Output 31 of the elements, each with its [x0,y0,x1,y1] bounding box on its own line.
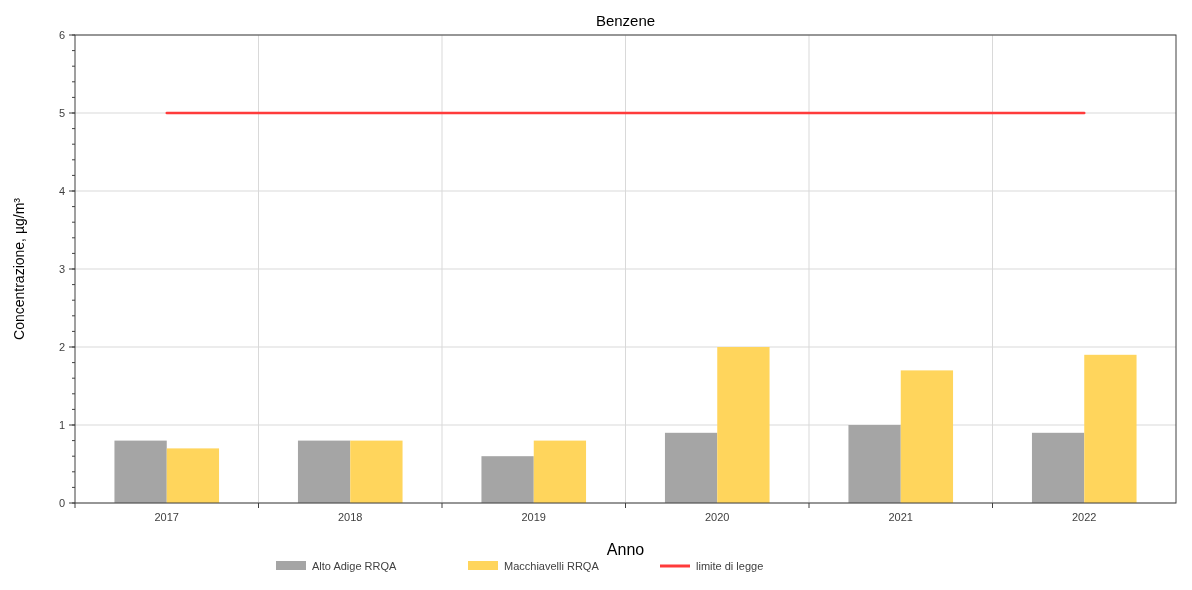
bar [1084,354,1137,503]
x-tick-label: 2017 [154,511,179,523]
y-tick-label: 2 [58,340,65,353]
bar [533,440,587,503]
x-tick-label: 2018 [338,511,363,523]
legend-label: Macchiavelli RRQA [504,560,600,572]
bar [297,440,351,503]
x-tick-label: 2021 [888,511,913,523]
legend-label: Alto Adige RRQA [312,560,398,572]
bar [114,440,167,503]
bar [848,425,901,503]
x-tick-label: 2020 [705,511,730,523]
legend-label: limite di legge [696,560,764,572]
y-tick-label: 0 [58,496,65,509]
x-axis-title: Anno [606,541,645,558]
y-tick-label: 5 [58,106,65,119]
bar [1031,432,1085,503]
x-tick-label: 2022 [1072,511,1097,523]
y-tick-label: 4 [58,184,65,197]
chart-title: Benzene [595,12,656,29]
y-tick-label: 3 [58,262,65,275]
y-tick-label: 1 [58,418,65,431]
bar [481,456,534,503]
y-axis-title: Concentrazione, µg/m³ [11,197,27,340]
bar [166,448,220,503]
bar [900,370,954,503]
bar [664,432,718,503]
y-tick-label: 6 [58,28,65,41]
x-tick-label: 2019 [521,511,546,523]
bar [717,347,770,503]
bar [350,440,403,503]
